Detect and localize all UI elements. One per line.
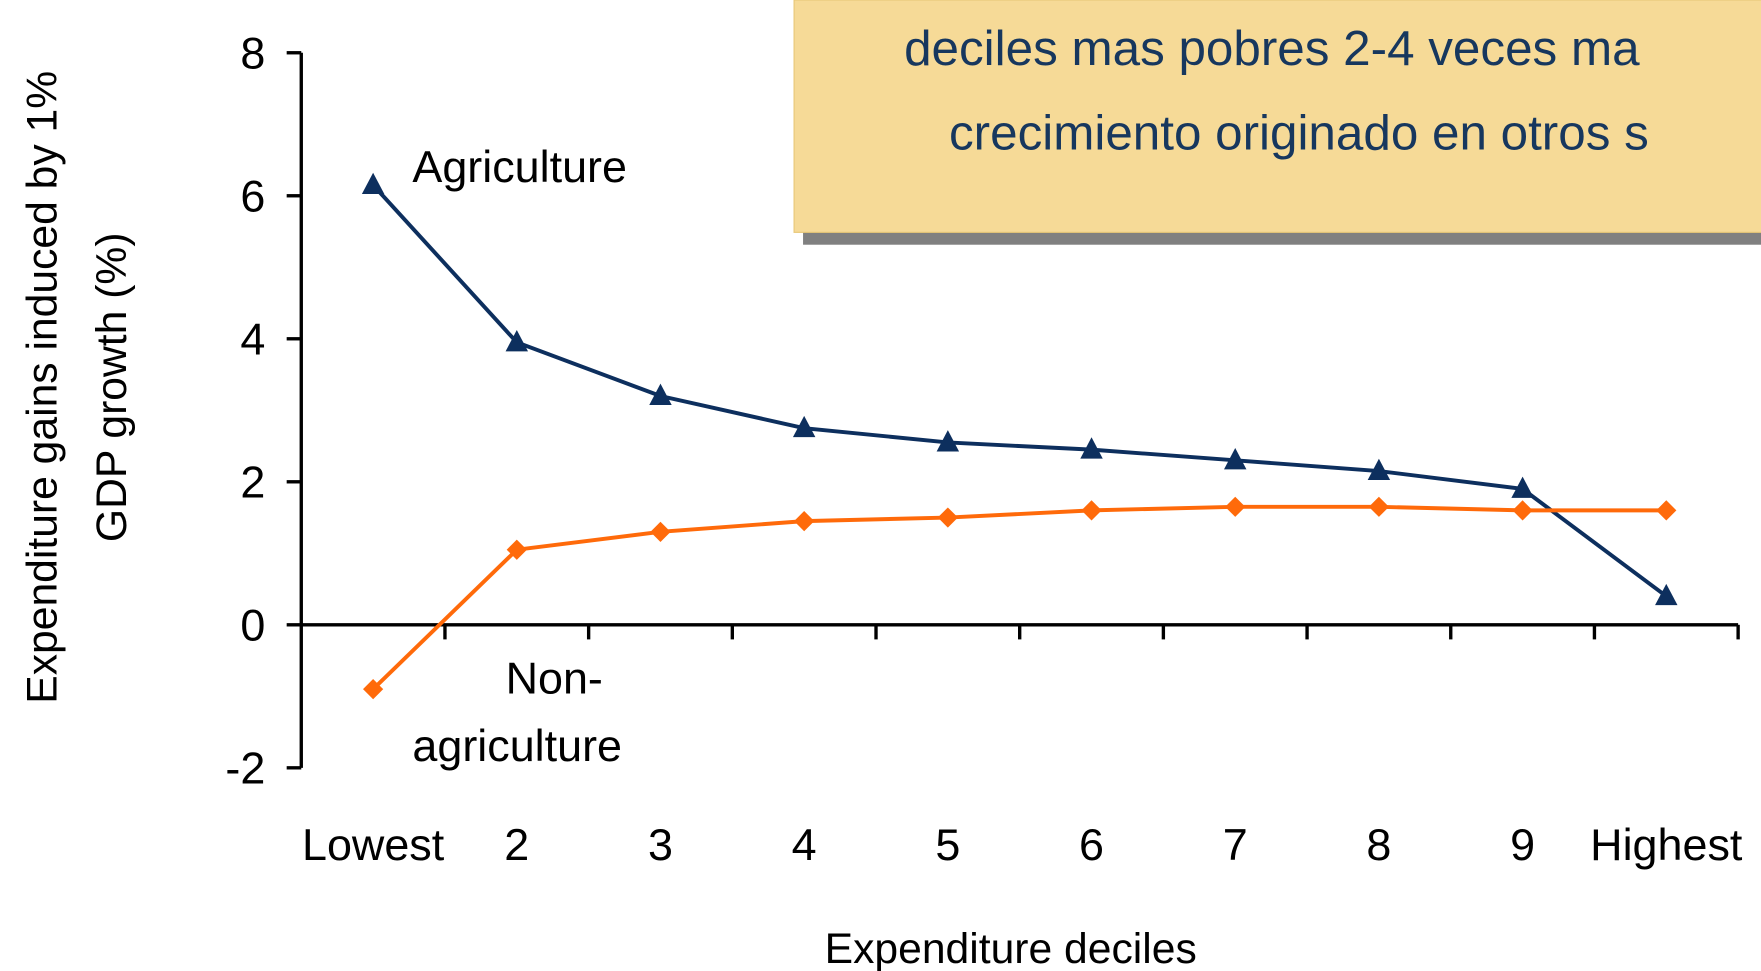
y-tick-label: 2 — [240, 457, 265, 508]
marker — [650, 521, 671, 542]
annotation-line: deciles mas pobres 2-4 veces ma — [904, 21, 1640, 76]
marker — [649, 383, 672, 405]
marker — [937, 507, 958, 528]
marker — [361, 172, 385, 195]
marker — [936, 430, 960, 452]
marker — [1656, 500, 1677, 521]
marker — [1223, 447, 1247, 470]
marker — [505, 330, 529, 352]
annotation-line: crecimiento originado en otros s — [949, 105, 1649, 160]
annotation-box — [793, 0, 1761, 233]
x-tick-label: 2 — [504, 819, 529, 870]
series-line — [371, 183, 1668, 598]
marker — [1081, 500, 1102, 521]
marker — [1655, 583, 1678, 606]
marker — [1368, 496, 1390, 517]
x-tick-label: 5 — [935, 819, 960, 870]
marker — [1511, 476, 1534, 498]
y-tick-label: 6 — [240, 170, 265, 221]
x-tick-label: 3 — [648, 819, 673, 870]
x-tick-label: 9 — [1510, 819, 1535, 870]
marker — [1225, 496, 1246, 517]
x-tick-label: Lowest — [302, 819, 445, 870]
series-label: agriculture — [412, 720, 622, 771]
x-tick-label: 8 — [1366, 819, 1391, 870]
series-line — [371, 504, 1667, 691]
y-tick-label: 8 — [240, 27, 265, 78]
y-tick-label: -2 — [225, 743, 265, 794]
marker — [363, 679, 384, 700]
x-tick-label: 7 — [1223, 819, 1248, 870]
y-axis-title: GDP growth (%) — [88, 232, 136, 542]
x-axis-title: Expenditure deciles — [825, 925, 1197, 971]
marker — [1512, 500, 1533, 521]
y-tick-label: 4 — [240, 313, 265, 364]
y-axis-title: Expenditure gains induced by 1% — [19, 71, 67, 704]
x-tick-label: Highest — [1590, 819, 1743, 870]
marker — [794, 511, 815, 532]
series-label: Agriculture — [412, 141, 627, 192]
marker — [506, 539, 527, 560]
x-tick-label: 6 — [1079, 819, 1104, 870]
marker — [1367, 458, 1391, 481]
y-tick-label: 0 — [240, 600, 265, 651]
series-label: Non- — [506, 653, 603, 704]
marker — [1080, 437, 1103, 459]
marker — [792, 415, 816, 438]
x-tick-label: 4 — [792, 819, 817, 870]
